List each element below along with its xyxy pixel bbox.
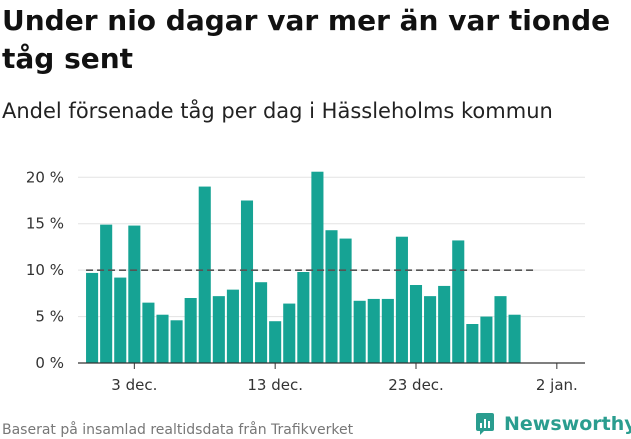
bar [142, 302, 155, 363]
bar [424, 296, 437, 363]
bar [480, 316, 493, 363]
y-tick-label: 10 % [26, 261, 64, 279]
x-tick-label: 13 dec. [247, 376, 303, 394]
bar [508, 314, 521, 363]
bar [438, 285, 451, 363]
bar [339, 238, 352, 363]
bar [156, 314, 169, 363]
newsworthy-icon [476, 413, 494, 435]
bar [494, 296, 507, 363]
bar [198, 186, 211, 363]
y-tick-label: 5 % [35, 308, 64, 326]
chart-subtitle: Andel försenade tåg per dag i Hässleholm… [2, 99, 553, 123]
chart-title: Under nio dagar var mer än var tionde tå… [2, 4, 611, 75]
bar [409, 285, 423, 363]
newsworthy-logo[interactable]: Newsworthy [476, 410, 631, 438]
bar [297, 272, 310, 363]
bar [395, 236, 408, 363]
bar [240, 200, 254, 363]
bars [86, 171, 521, 363]
x-axis-ticks: 3 dec. 13 dec. 23 dec. 2 jan. [111, 363, 578, 394]
x-tick-label: 2 jan. [536, 376, 578, 394]
y-axis-ticks: 0 % 5 % 10 % 15 % 20 % [26, 168, 64, 372]
bar [269, 321, 282, 363]
bar [255, 282, 268, 363]
x-tick-label: 23 dec. [388, 376, 444, 394]
bar [325, 230, 338, 363]
bar [170, 320, 183, 363]
y-tick-label: 20 % [26, 168, 64, 186]
bar [381, 298, 394, 363]
y-tick-label: 15 % [26, 215, 64, 233]
bar [114, 277, 127, 363]
x-tick-label: 3 dec. [111, 376, 157, 394]
bar [367, 298, 380, 363]
bar [283, 303, 296, 363]
brand-name: Newsworthy [504, 413, 631, 435]
bar [128, 225, 141, 363]
bar [466, 324, 479, 363]
bar [100, 224, 113, 363]
source-note: Baserat på insamlad realtidsdata från Tr… [2, 422, 354, 438]
bar [353, 300, 366, 363]
y-tick-label: 0 % [35, 354, 64, 372]
bar [452, 240, 465, 363]
bar [226, 289, 239, 363]
bar [212, 296, 225, 363]
bar [86, 272, 99, 363]
bar [184, 298, 197, 363]
bar-chart: 0 % 5 % 10 % 15 % 20 % 3 dec. 13 dec. 23 dec. 2… [26, 168, 585, 394]
bar [311, 171, 324, 363]
